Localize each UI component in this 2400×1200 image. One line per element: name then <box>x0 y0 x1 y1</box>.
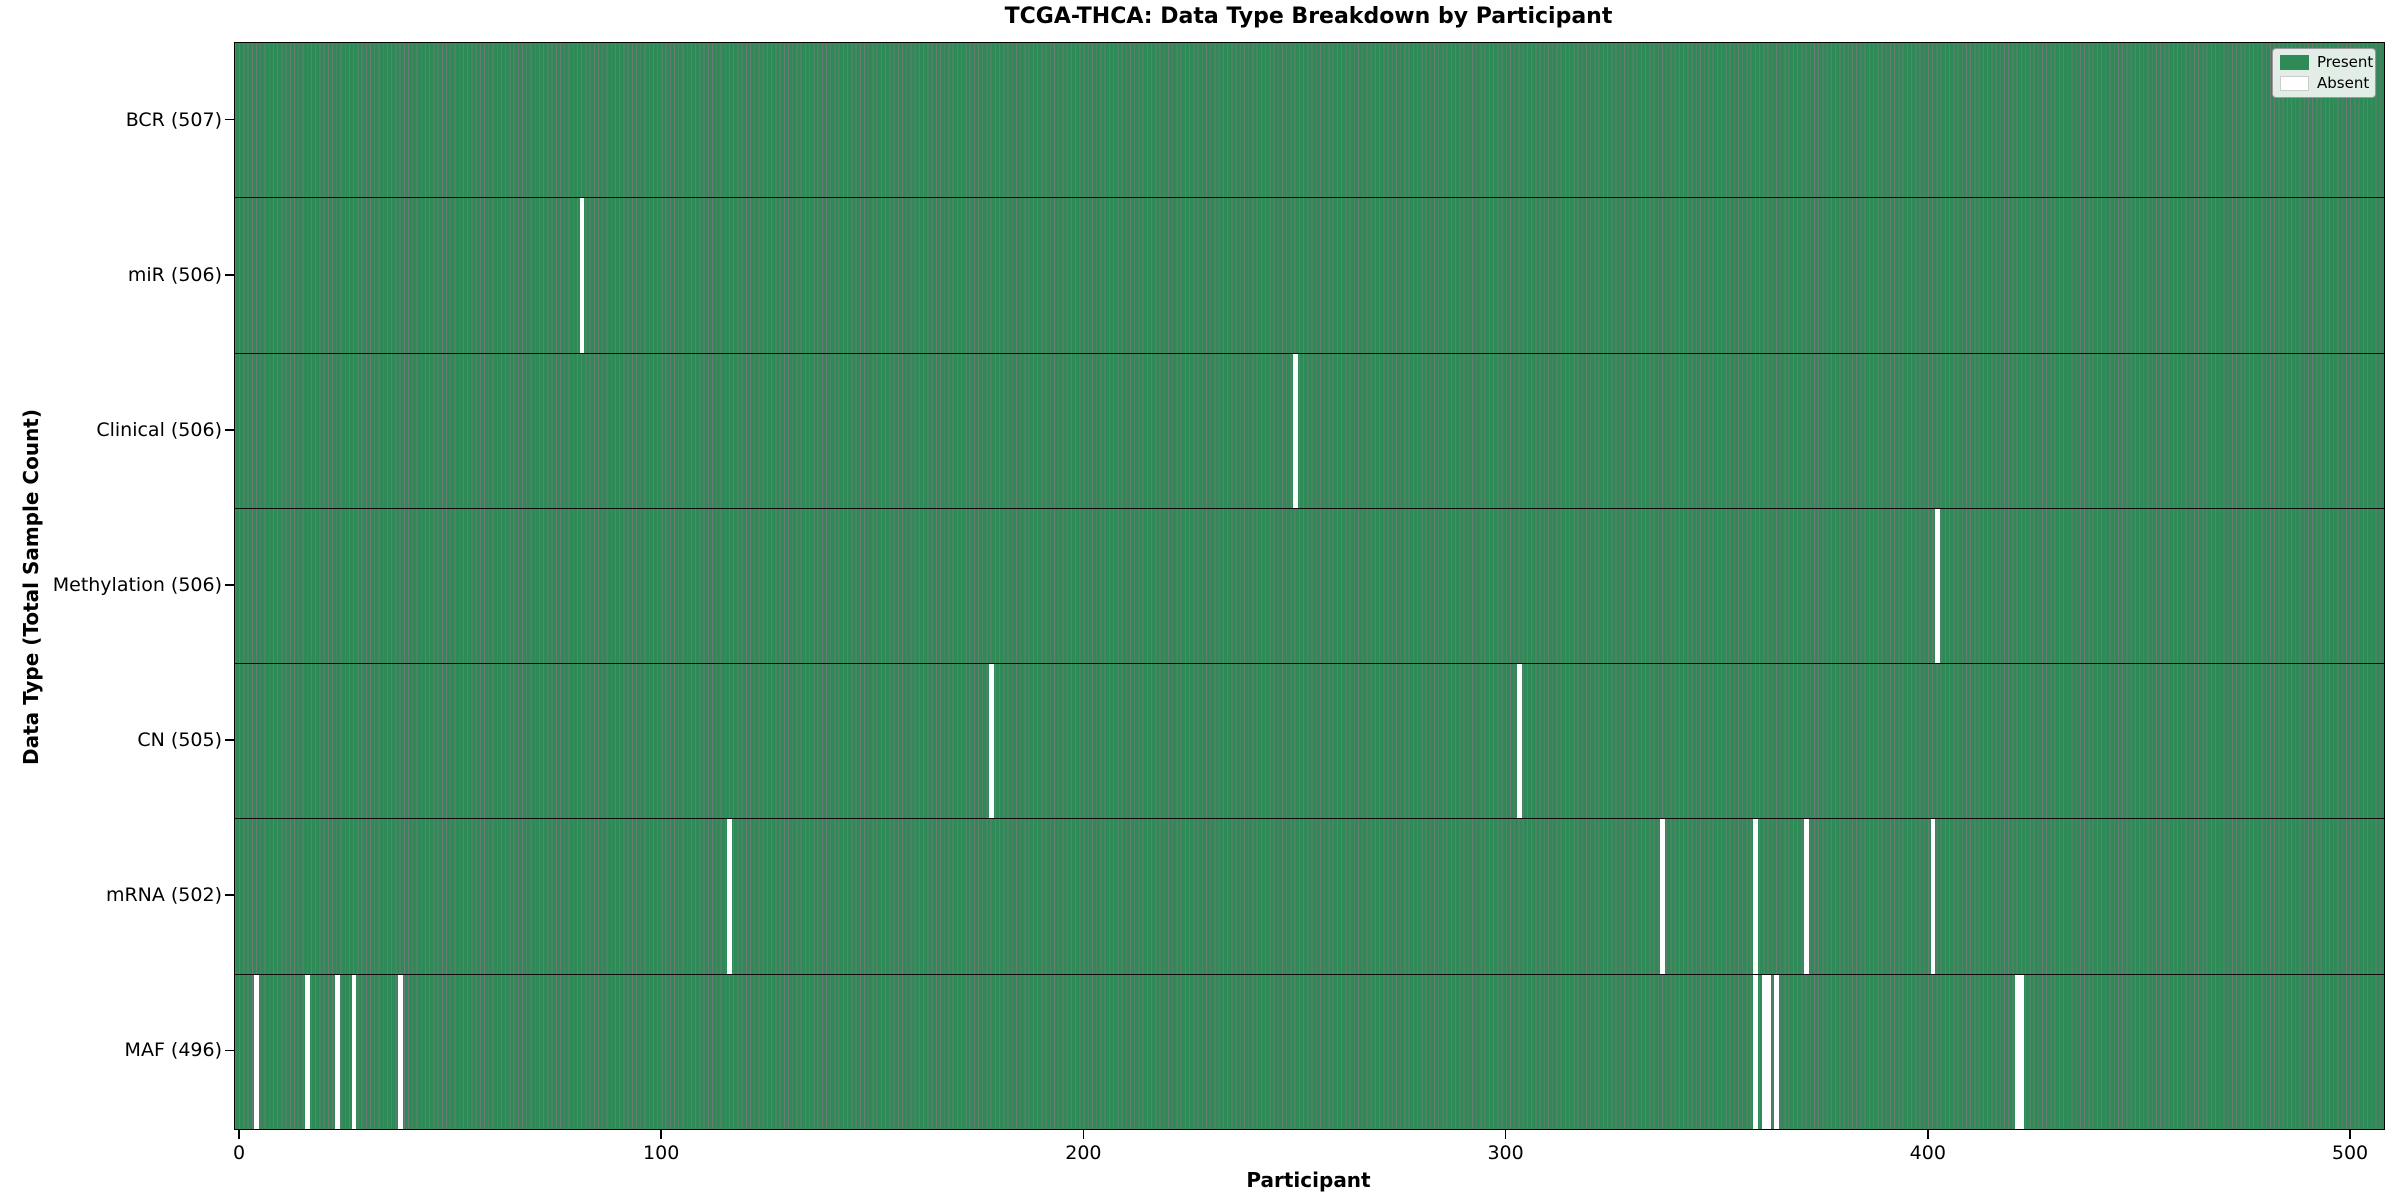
y-tick-mark <box>225 894 234 897</box>
legend-entry-absent: Absent <box>2280 74 2370 92</box>
y-tick-mark <box>225 584 234 586</box>
heatmap-row-BCR <box>235 43 2384 199</box>
absent-gap <box>1934 508 1940 664</box>
x-tick-label: 300 <box>1487 1142 1524 1164</box>
absent-gap <box>254 974 260 1129</box>
x-tick-label: 200 <box>1065 1142 1102 1164</box>
x-axis-label: Participant <box>1246 1168 1371 1192</box>
absent-gap <box>398 974 403 1129</box>
y-tick-label: CN (505) <box>137 729 222 752</box>
absent-gap <box>2019 974 2025 1129</box>
chart-title: TCGA-THCA: Data Type Breakdown by Partic… <box>1004 4 1613 29</box>
absent-gap <box>1753 819 1759 974</box>
y-tick-label: BCR (507) <box>125 108 222 131</box>
absent-gap <box>1753 974 1759 1129</box>
absent-gap <box>989 664 994 819</box>
absent-gap <box>1803 819 1809 974</box>
heatmap-row-Methylation <box>235 508 2384 665</box>
x-tick-mark <box>238 1130 240 1139</box>
x-tick-label: 0 <box>232 1142 246 1164</box>
y-tick-mark <box>225 1049 234 1052</box>
x-tick-mark <box>2349 1130 2351 1139</box>
absent-gap <box>2015 974 2020 1129</box>
x-tick-label: 500 <box>2331 1142 2369 1164</box>
absent-gap <box>1293 353 1298 508</box>
y-tick-label: mRNA (502) <box>105 884 222 907</box>
absent-gap <box>579 198 585 353</box>
legend-entry-present: Present <box>2280 55 2373 70</box>
absent-gap <box>1930 819 1936 974</box>
absent-gap <box>305 974 310 1129</box>
legend-label: Absent <box>2317 74 2370 92</box>
y-tick-label: MAF (496) <box>124 1039 222 1062</box>
absent-gap <box>1761 974 1767 1129</box>
absent-gap <box>1516 664 1522 819</box>
y-tick-mark <box>225 739 234 741</box>
absent-gap <box>351 974 357 1129</box>
heatmap-row-MAF <box>235 974 2384 1129</box>
absent-gap <box>334 974 340 1129</box>
absent-gap <box>1765 974 1771 1129</box>
absent-swatch-icon <box>2280 76 2309 91</box>
x-tick-mark <box>1927 1130 1929 1139</box>
x-tick-label: 100 <box>643 1142 680 1164</box>
legend-label: Present <box>2317 53 2374 71</box>
heatmap-row-mRNA <box>235 819 2384 975</box>
heatmap-row-Clinical <box>235 353 2384 509</box>
y-tick-label: Methylation (506) <box>52 574 222 596</box>
x-tick-mark <box>660 1130 662 1139</box>
absent-gap <box>1660 819 1666 974</box>
x-tick-label: 400 <box>1909 1142 1946 1164</box>
absent-gap <box>1774 974 1780 1129</box>
legend: Present Absent <box>2272 48 2376 98</box>
x-tick-mark <box>1504 1130 1507 1139</box>
present-swatch-icon <box>2280 55 2309 70</box>
y-tick-label: miR (506) <box>127 263 222 286</box>
heatmap-row-CN <box>235 664 2384 820</box>
y-tick-mark <box>225 429 234 431</box>
y-tick-mark <box>225 118 234 121</box>
plot-area <box>234 42 2385 1130</box>
y-axis-label: Data Type (Total Sample Count) <box>19 408 43 766</box>
y-tick-label: Clinical (506) <box>96 418 222 441</box>
heatmap-row-miR <box>235 198 2384 354</box>
absent-gap <box>727 819 733 974</box>
y-tick-mark <box>225 273 234 276</box>
x-tick-mark <box>1082 1130 1085 1139</box>
